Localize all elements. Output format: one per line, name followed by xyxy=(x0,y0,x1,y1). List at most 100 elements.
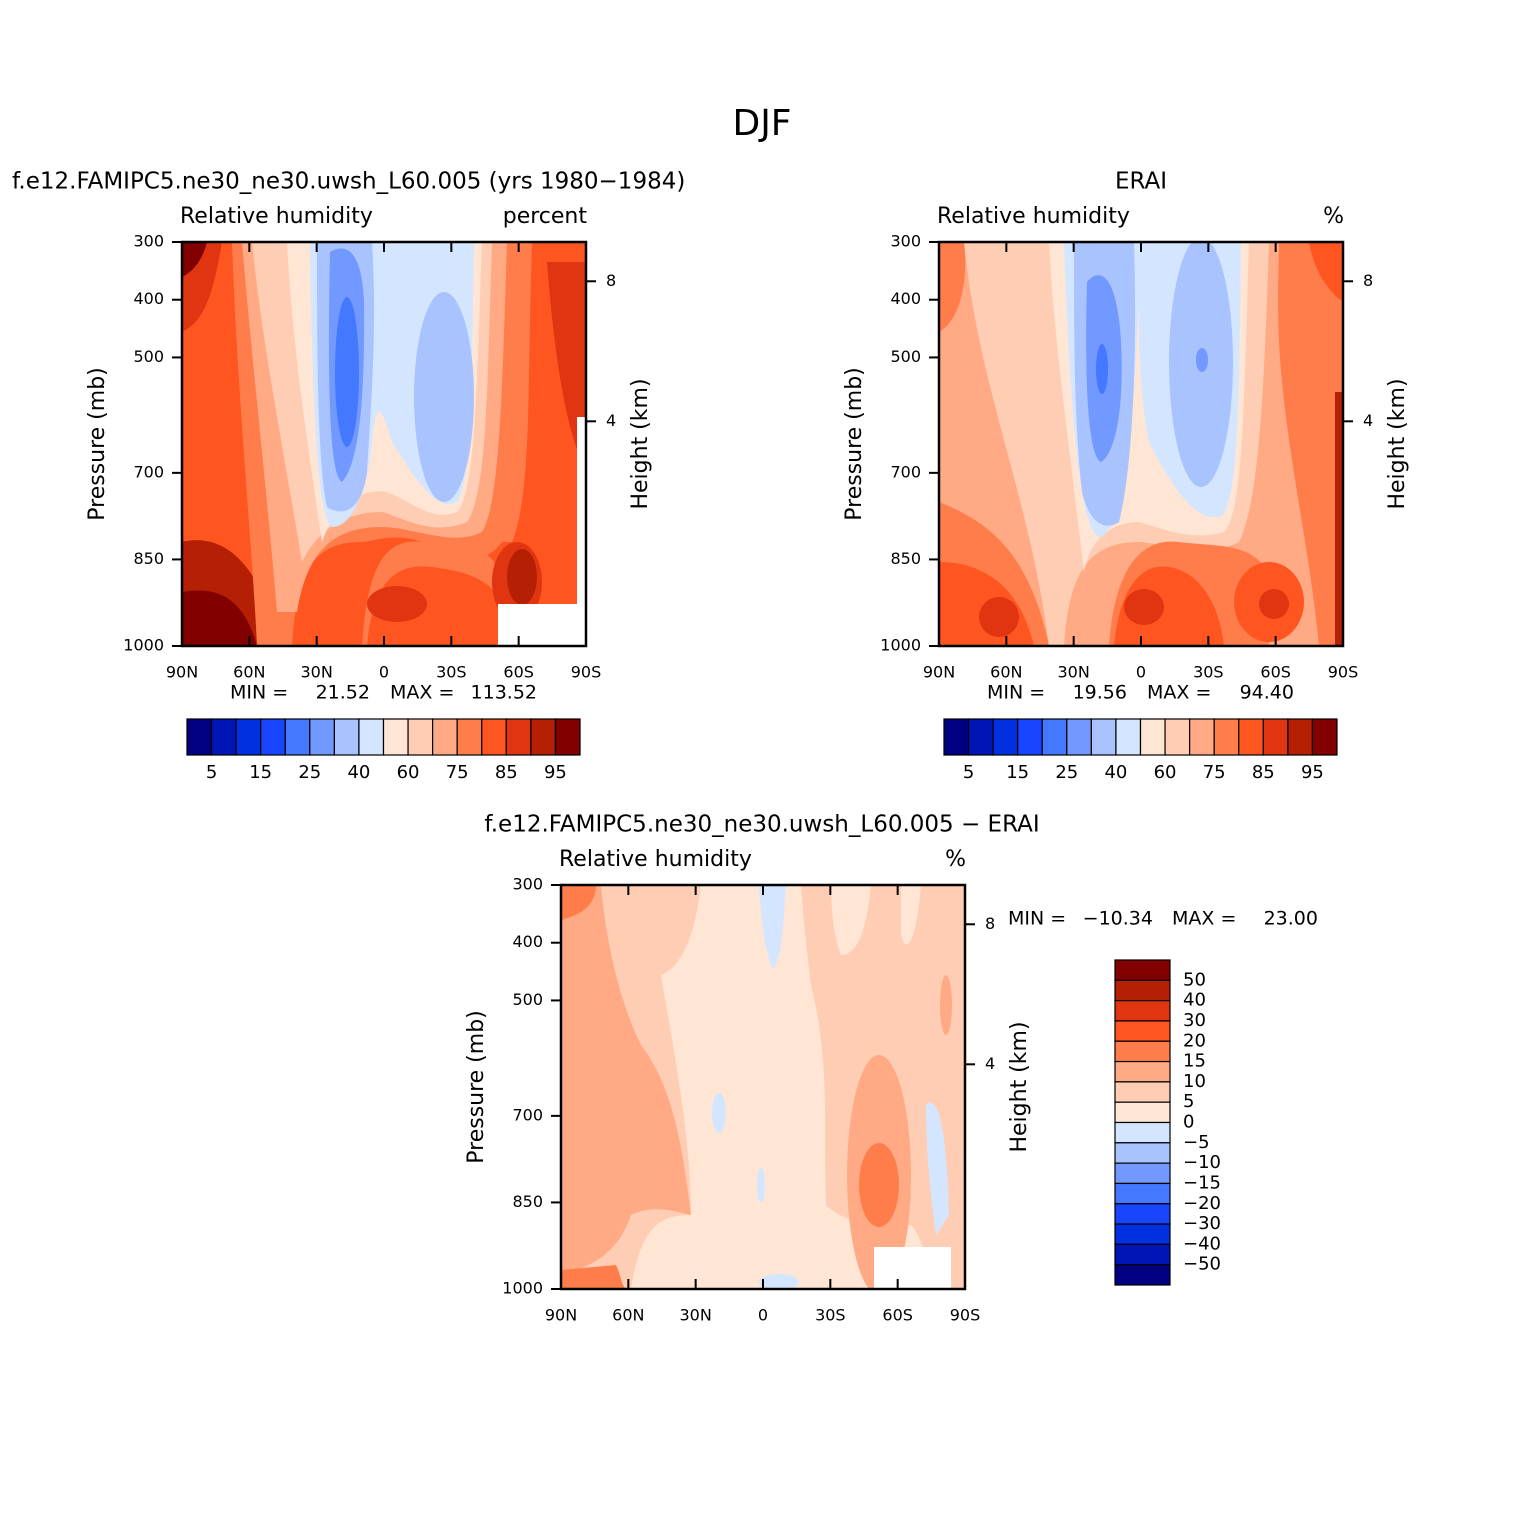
contour-fill xyxy=(901,885,921,945)
colorbar-label: −15 xyxy=(1183,1172,1221,1193)
subtitle-right: % xyxy=(945,847,966,872)
x-tick-label: 30S xyxy=(815,1306,846,1325)
contour-fill xyxy=(561,885,691,1275)
min-value: 19.56 xyxy=(1073,682,1127,704)
y2-tick-label: 8 xyxy=(606,271,616,290)
x-tick-label: 90N xyxy=(923,663,955,682)
colorbar-box xyxy=(186,718,213,756)
colorbar-box xyxy=(284,718,311,756)
colorbar-label: 40 xyxy=(1104,762,1127,783)
contour-fill xyxy=(502,242,532,542)
colorbar-box xyxy=(1114,1182,1171,1205)
colorbar-box xyxy=(1189,718,1215,756)
y2-axis-label: Height (km) xyxy=(1007,1021,1032,1152)
x-tick-label: 90S xyxy=(1328,663,1359,682)
colorbar-label: 50 xyxy=(1183,969,1206,990)
colorbar-label: 25 xyxy=(1055,762,1078,783)
contour-fill xyxy=(182,590,257,646)
x-tick-label: 90N xyxy=(166,663,198,682)
y-tick-label: 700 xyxy=(133,462,164,481)
contour-fill xyxy=(1259,589,1289,619)
y-tick-label: 300 xyxy=(133,232,164,251)
min-text: MIN = xyxy=(230,682,288,704)
y-tick-label: 700 xyxy=(512,1105,543,1124)
colorbar-box xyxy=(1114,1101,1171,1124)
colorbar-box xyxy=(1114,1081,1171,1103)
colorbar-box xyxy=(1114,1223,1171,1245)
colorbar-box xyxy=(456,718,483,756)
colorbar-box xyxy=(1114,1000,1171,1022)
colorbar-box xyxy=(1114,1162,1171,1185)
colorbar-box xyxy=(505,718,532,756)
colorbar-box xyxy=(309,718,335,756)
colorbar-label: 5 xyxy=(1183,1091,1194,1112)
contour-fill xyxy=(1335,392,1343,646)
figure-title: DJF xyxy=(732,103,791,144)
contour-fill xyxy=(1124,589,1164,625)
x-tick-label: 30N xyxy=(680,1306,712,1325)
panel-title: ERAI xyxy=(1115,169,1167,195)
x-tick-label: 60S xyxy=(882,1306,913,1325)
colorbar-label: 5 xyxy=(206,762,217,783)
contour-fill xyxy=(939,242,966,332)
colorbar-box xyxy=(1114,979,1171,1002)
colorbar-box xyxy=(554,718,581,756)
x-tick-label: 90S xyxy=(571,663,602,682)
y2-tick-label: 4 xyxy=(606,411,616,430)
y-tick-label: 500 xyxy=(133,347,164,366)
max-value: 94.40 xyxy=(1240,682,1294,704)
y2-tick-label: 4 xyxy=(1363,411,1373,430)
colorbar-label: −10 xyxy=(1183,1152,1221,1173)
y-tick-label: 300 xyxy=(512,875,543,894)
contour-fill xyxy=(1196,348,1208,372)
x-tick-label: 60S xyxy=(503,663,534,682)
colorbar-box xyxy=(1041,718,1068,756)
colorbar-label: 95 xyxy=(1301,762,1324,783)
x-tick-label: 0 xyxy=(1136,663,1146,682)
min-value: 21.52 xyxy=(316,682,370,704)
subtitle-left: Relative humidity xyxy=(937,204,1130,229)
colorbar-label: 75 xyxy=(1203,762,1226,783)
panel-title: f.e12.FAMIPC5.ne30_ne30.uwsh_L60.005 (yr… xyxy=(12,169,685,195)
x-tick-label: 30N xyxy=(301,663,333,682)
x-tick-label: 30S xyxy=(436,663,467,682)
colorbar-label: 20 xyxy=(1183,1030,1206,1051)
colorbar-box xyxy=(333,718,360,756)
contour-fill xyxy=(367,586,427,622)
panel-title: f.e12.FAMIPC5.ne30_ne30.uwsh_L60.005 − E… xyxy=(484,812,1039,838)
contour-fill xyxy=(561,1265,626,1289)
colorbar-label: 30 xyxy=(1183,1010,1206,1031)
x-tick-label: 0 xyxy=(758,1306,768,1325)
colorbar-box xyxy=(943,718,970,756)
contour-fill xyxy=(940,975,952,1035)
contour-fill xyxy=(831,885,871,955)
colorbar-box xyxy=(1115,718,1142,756)
contour-fill xyxy=(561,885,596,920)
colorbar-box xyxy=(358,718,385,756)
y-tick-label: 850 xyxy=(512,1192,543,1211)
contour-fill xyxy=(414,292,474,502)
min-text: MIN = xyxy=(987,682,1045,704)
colorbar-label: 15 xyxy=(1006,762,1029,783)
contour-fill xyxy=(507,549,537,605)
y-tick-label: 300 xyxy=(890,232,921,251)
colorbar-label: 75 xyxy=(446,762,469,783)
x-tick-label: 60S xyxy=(1260,663,1291,682)
contour-field xyxy=(182,242,586,646)
x-tick-label: 60N xyxy=(612,1306,644,1325)
colorbar-box xyxy=(1114,1060,1171,1083)
y-tick-label: 400 xyxy=(512,932,543,951)
colorbar-box xyxy=(967,718,994,756)
colorbar-label: −30 xyxy=(1183,1213,1221,1234)
colorbar-box xyxy=(1238,718,1264,756)
colorbar-label: 85 xyxy=(1252,762,1275,783)
min-text: MIN = xyxy=(1008,908,1066,930)
colorbar-label: 5 xyxy=(963,762,974,783)
max-text: MAX = xyxy=(1172,908,1236,930)
colorbar-label: 95 xyxy=(544,762,567,783)
colorbar-box xyxy=(992,718,1019,756)
y-tick-label: 400 xyxy=(890,289,921,308)
x-tick-label: 90N xyxy=(545,1306,577,1325)
max-text: MAX = xyxy=(390,682,454,704)
